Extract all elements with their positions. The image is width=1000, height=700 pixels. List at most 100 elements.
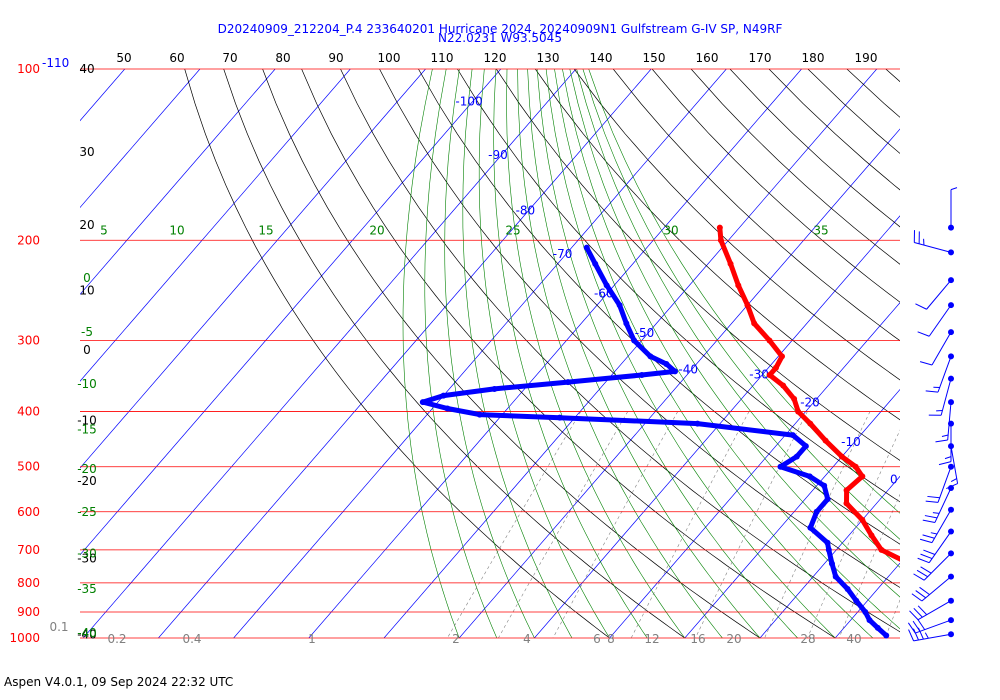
dewpoint-point [663,361,670,368]
isotherm-line [80,69,426,469]
moist-adiabat-line [517,69,723,639]
dewpoint-point [844,585,851,592]
wind-barb-flag [913,628,919,641]
wind-barb-staff [915,619,952,634]
temperature-point [778,353,785,360]
mixing-ratio-line [498,411,628,639]
dry-adiabat-line [573,69,900,381]
mixing-ratio-label: 6 [593,632,601,646]
top-temperature-tick: 90 [328,51,343,65]
wind-barb-flag [924,515,938,519]
isotherm-label: -30 [749,368,769,382]
moist-adiabat-line [536,69,798,639]
mixing-ratio-label: 0.4 [182,632,201,646]
adiabat-label: 10 [169,223,184,237]
moist-adiabat-line [444,69,535,639]
wind-barb-flag [938,461,952,466]
mixing-ratio-label: 8 [607,632,615,646]
sounding-profiles [419,224,900,639]
top-temperature-tick: 50 [116,51,131,65]
wind-barb-flag [917,619,926,630]
wind-barb-flag [920,553,933,560]
temperature-point [838,453,845,460]
isotherm-line [80,69,351,382]
dry-adiabat-line [457,69,900,503]
dry-adiabat-line [729,69,900,228]
dewpoint-point [476,411,483,418]
wind-barb-flag [919,586,930,596]
wind-barb-staff [928,531,952,563]
dewpoint-point [603,282,610,289]
mixing-ratio-label: 16 [690,632,705,646]
dry-adiabat-line [496,69,900,461]
isotherm-line [383,69,878,639]
wind-barb-flag [909,610,919,621]
dry-adiabat-line [301,69,836,639]
dewpoint-point [647,353,654,360]
wind-barb-flag [915,590,927,599]
wind-barb-staff [923,553,952,581]
mixing-ratio-label: 1 [308,632,316,646]
top-temperature-tick: 140 [590,51,613,65]
dry-adiabat-line [340,69,900,633]
top-temperature-tick: 180 [802,51,825,65]
isotherm-line [759,475,900,639]
dewpoint-point [866,617,873,624]
top-temperature-tick: 170 [749,51,772,65]
dry-adiabat-line [651,69,900,303]
wind-barb-flag [922,534,935,539]
pressure-tick-label: 1000 [9,631,40,645]
moist-adiabat-line [527,69,761,639]
moist-adiabat-line [588,69,900,514]
wind-barb-halfflag [932,512,940,514]
mixing-ratio-label: 0.2 [107,632,126,646]
left-scale-label: -25 [77,505,97,519]
temperature-point [735,282,742,289]
top-temperature-tick: 120 [484,51,507,65]
isotherm-line [80,69,201,209]
wind-barb-flag [915,303,927,310]
moist-adiabat-line [402,69,460,639]
moist-adiabat-line [462,69,573,639]
moist-adiabat-line [562,69,900,630]
dewpoint-point [824,539,831,546]
dewpoint-point [592,260,599,267]
top-temperature-tick: 100 [378,51,401,65]
mixing-ratio-line [695,411,808,639]
left-scale-label: -30 [77,552,97,566]
wind-barb-flag [917,557,930,564]
temperature-point [843,487,850,494]
left-scale-label: 0 [83,343,91,357]
mixing-ratio-line [919,412,1000,638]
temperature-point [744,302,751,309]
temperature-point [766,337,773,344]
pressure-tick-label: 500 [17,460,40,474]
wind-barb-staff [921,576,952,602]
dewpoint-point [631,337,638,344]
wind-barb-staff [937,356,952,393]
temperature-point [716,224,723,231]
wind-barb-flag [913,573,925,581]
left-scale-label: -35 [77,582,97,596]
temperature-point [766,372,773,379]
isotherm-line [308,69,802,639]
moist-adiabat-line [576,69,900,568]
dewpoint-point [556,414,563,421]
pressure-tick-label: 800 [17,576,40,590]
wind-barb-flag [917,331,930,337]
dry-adiabat-line [807,69,900,154]
wind-barb-halfflag [941,434,949,437]
chart-title-line1: D20240909_212204_P.4 233640201 Hurricane… [218,22,783,36]
dewpoint-point [793,453,800,460]
temperature-point [772,364,779,371]
mixing-ratio-line [552,411,678,639]
dewpoint-point [828,560,835,567]
isotherm-label: -10 [841,435,861,449]
moist-adiabat-line [493,69,648,639]
pressure-tick-label: 900 [17,605,40,619]
dewpoint-point [616,302,623,309]
pressure-tick-label: 700 [17,543,40,557]
wind-barb-flag [925,390,939,393]
pressure-tick-label: 300 [17,333,40,347]
